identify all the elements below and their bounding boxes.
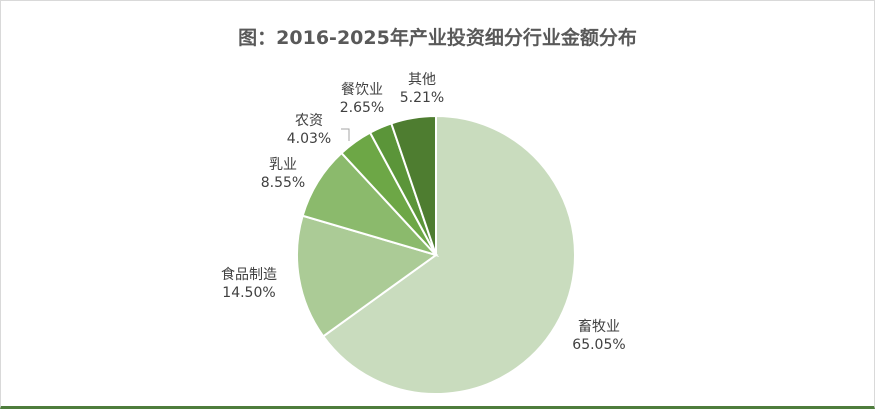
data-label-percent: 14.50% <box>222 285 275 301</box>
data-label-percent: 2.65% <box>340 100 384 116</box>
data-label-percent: 65.05% <box>572 337 625 353</box>
data-label-5: 其他 5.21% <box>400 72 444 106</box>
chart-title: 图：2016-2025年产业投资细分行业金额分布 <box>238 27 637 49</box>
data-label-2: 乳业 8.55% <box>261 157 305 191</box>
data-label-name: 食品制造 <box>221 266 277 283</box>
pie-slice-0 <box>321 114 576 395</box>
data-label-name: 畜牧业 <box>578 319 620 335</box>
pie-slice-1 <box>296 214 439 338</box>
pie-slice-5 <box>390 114 437 256</box>
data-label-percent: 8.55% <box>261 175 305 191</box>
data-label-3: 农资 4.03% <box>287 113 331 147</box>
data-label-0: 畜牧业 65.05% <box>572 319 625 353</box>
data-label-4: 餐饮业 2.65% <box>340 82 384 116</box>
data-label-percent: 4.03% <box>287 131 331 147</box>
data-label-name: 其他 <box>408 72 436 88</box>
data-label-name: 乳业 <box>269 157 297 173</box>
data-label-percent: 5.21% <box>400 90 444 106</box>
data-label-name: 餐饮业 <box>341 82 383 98</box>
leader-line <box>341 128 350 141</box>
data-label-name: 农资 <box>295 113 323 129</box>
data-label-1: 食品制造 14.50% <box>221 266 277 301</box>
